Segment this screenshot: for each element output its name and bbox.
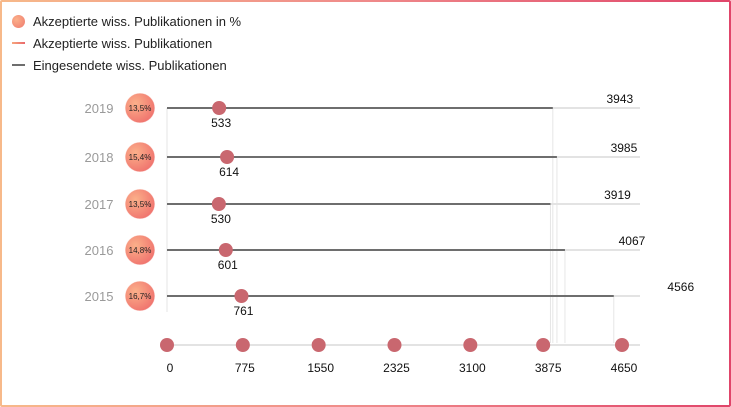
legend-item-submitted: Eingesendete wiss. Publikationen bbox=[12, 54, 241, 76]
percent-badge-label: 13,5% bbox=[129, 200, 152, 209]
year-label: 2018 bbox=[85, 150, 114, 165]
percent-badge-ring bbox=[124, 280, 156, 312]
accepted-value-label: 601 bbox=[218, 258, 238, 272]
legend-label-submitted: Eingesendete wiss. Publikationen bbox=[33, 57, 227, 73]
year-row: 614 3985 2018 15,4% bbox=[85, 141, 640, 179]
accepted-value-label: 761 bbox=[233, 304, 253, 318]
accepted-value-label: 530 bbox=[211, 212, 231, 226]
year-label: 2015 bbox=[85, 289, 114, 304]
accepted-value-label: 614 bbox=[219, 165, 239, 179]
year-label: 2019 bbox=[85, 101, 114, 116]
percent-badge-ring bbox=[124, 188, 156, 220]
x-axis-tick-label: 3100 bbox=[459, 361, 486, 375]
percent-badge bbox=[125, 235, 155, 265]
x-axis-tick-marker bbox=[463, 338, 478, 352]
year-row: 761 4566 2015 16,7% bbox=[85, 280, 695, 318]
x-axis-tick-label: 4650 bbox=[611, 361, 638, 375]
x-axis-tick-marker bbox=[311, 338, 326, 352]
percent-badge-ring bbox=[124, 141, 156, 173]
legend-item-percent: Akzeptierte wiss. Publikationen in % bbox=[12, 10, 241, 32]
submitted-value-label: 3943 bbox=[606, 92, 633, 106]
accepted-point bbox=[211, 197, 226, 211]
x-axis-tick-marker bbox=[536, 338, 551, 352]
percent-badge bbox=[125, 281, 155, 311]
year-label: 2017 bbox=[85, 197, 114, 212]
percent-badge-label: 13,5% bbox=[129, 104, 152, 113]
percent-badge-label: 15,4% bbox=[129, 153, 152, 162]
legend-label-percent: Akzeptierte wiss. Publikationen in % bbox=[33, 13, 242, 29]
percent-badge bbox=[125, 189, 155, 219]
x-axis-tick-label: 0 bbox=[167, 361, 174, 375]
legend-swatch-accepted bbox=[12, 42, 25, 44]
submitted-value-label: 4067 bbox=[619, 234, 646, 248]
x-axis-tick-marker bbox=[387, 338, 402, 352]
percent-badge bbox=[125, 93, 155, 123]
legend-swatch-percent bbox=[12, 14, 25, 28]
percent-badge-label: 14,8% bbox=[129, 246, 152, 255]
x-axis-tick-label: 1550 bbox=[307, 361, 334, 375]
accepted-point bbox=[212, 101, 227, 115]
percent-badge-ring bbox=[124, 92, 156, 124]
accepted-point bbox=[220, 150, 235, 164]
accepted-value-label: 533 bbox=[211, 116, 231, 130]
x-axis-tick-label: 3875 bbox=[535, 361, 562, 375]
percent-badge-ring bbox=[124, 234, 156, 266]
x-axis-tick-label: 775 bbox=[235, 361, 255, 375]
x-axis-tick-marker bbox=[235, 338, 250, 352]
submitted-value-label: 3919 bbox=[604, 188, 631, 202]
legend-swatch-submitted bbox=[12, 64, 25, 66]
percent-badge-label: 16,7% bbox=[129, 292, 152, 301]
legend-item-accepted: Akzeptierte wiss. Publikationen bbox=[12, 32, 241, 54]
submitted-value-label: 3985 bbox=[611, 141, 638, 155]
year-row: 530 3919 2017 13,5% bbox=[85, 188, 640, 226]
year-row: 601 4067 2016 14,8% bbox=[85, 234, 646, 272]
year-label: 2016 bbox=[85, 243, 114, 258]
x-axis-tick-marker bbox=[615, 338, 629, 352]
submitted-value-label: 4566 bbox=[667, 280, 694, 294]
legend: Akzeptierte wiss. Publikationen in % Akz… bbox=[12, 10, 241, 76]
year-row: 533 3943 2019 13,5% bbox=[85, 92, 640, 130]
accepted-point bbox=[218, 243, 233, 257]
x-axis-tick-marker bbox=[160, 338, 174, 352]
accepted-point bbox=[234, 289, 249, 303]
legend-label-accepted: Akzeptierte wiss. Publikationen bbox=[33, 35, 213, 51]
x-axis-tick-label: 2325 bbox=[383, 361, 410, 375]
percent-badge bbox=[125, 142, 155, 172]
